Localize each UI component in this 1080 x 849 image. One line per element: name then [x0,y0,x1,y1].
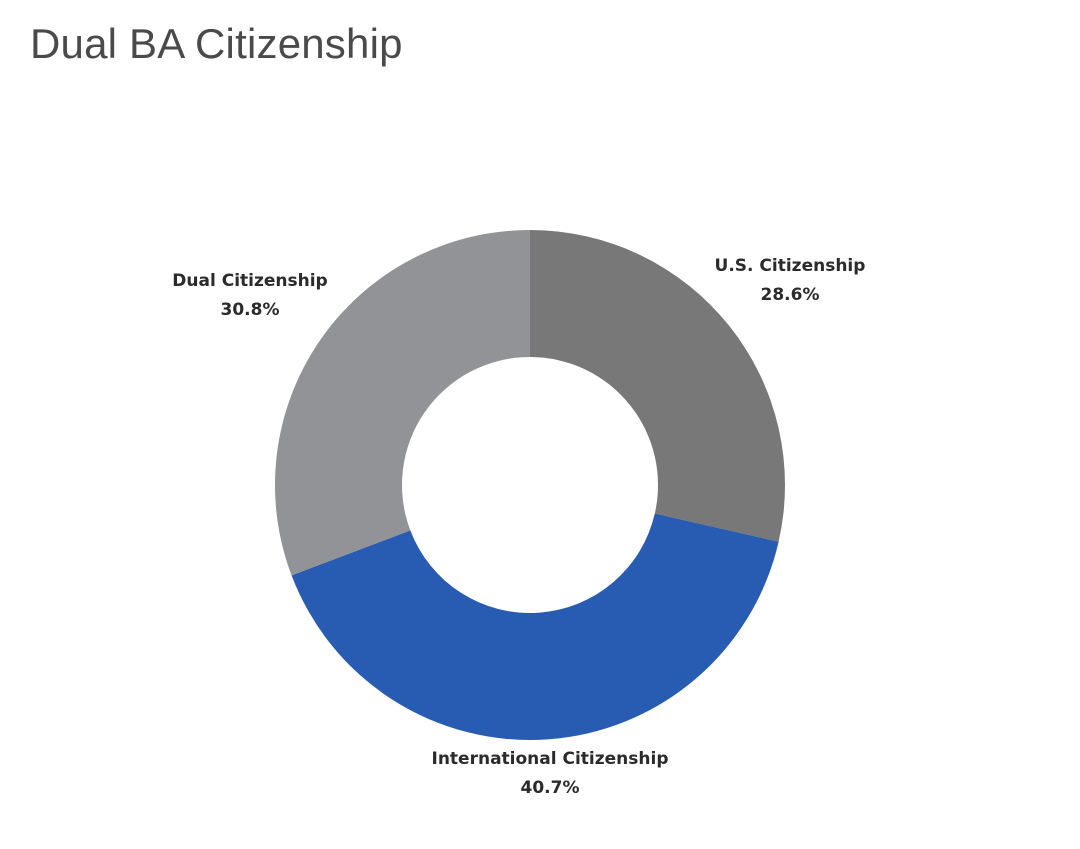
slice-label: Dual Citizenship [172,271,327,291]
slice-dual-citizenship [274,230,530,576]
slice-label: U.S. Citizenship [715,256,866,276]
page-title: Dual BA Citizenship [30,20,403,67]
slice-international-citizenship [291,513,779,741]
slice-value-label: 40.7% [521,778,580,798]
slice-value-label: 28.6% [761,285,820,305]
slice-u-s-citizenship [530,230,785,542]
slice-value-label: 30.8% [221,300,280,320]
slice-label: International Citizenship [432,749,669,769]
